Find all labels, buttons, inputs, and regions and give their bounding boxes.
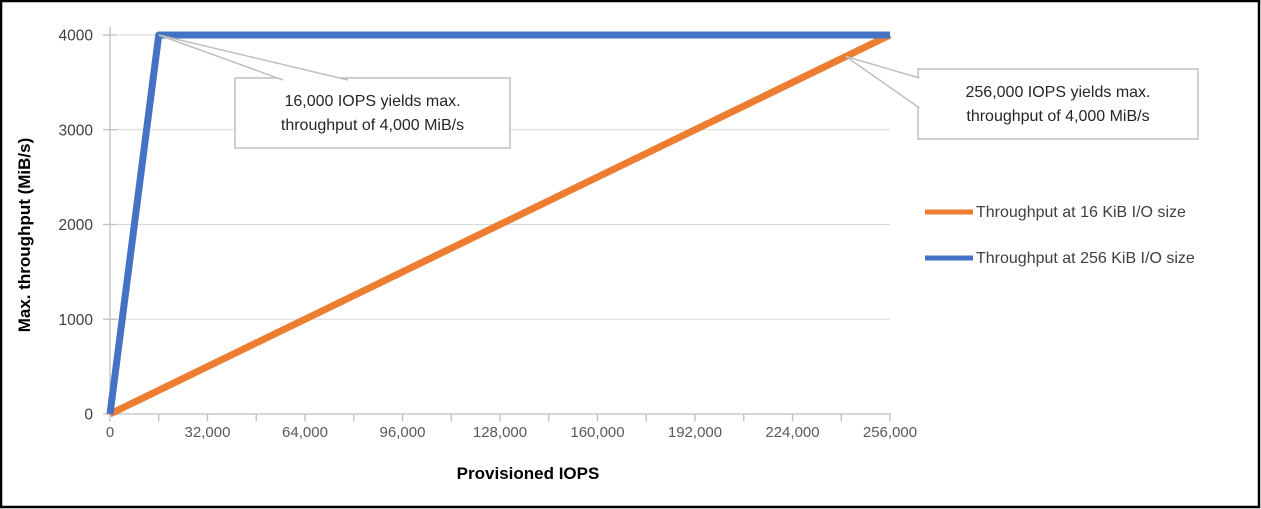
axes — [103, 27, 891, 422]
callout-text-16k-line2: throughput of 4,000 MiB/s — [281, 117, 464, 134]
y-tick-label: 4000 — [59, 28, 94, 45]
y-tick-label: 2000 — [59, 217, 94, 234]
y-tick-label: 3000 — [59, 122, 94, 139]
x-tick-label: 0 — [106, 424, 114, 441]
callout-pointer-outline — [158, 34, 349, 81]
x-tick-label: 96,000 — [380, 424, 426, 441]
callout-pointers — [158, 34, 920, 109]
x-tick-label: 32,000 — [185, 424, 231, 441]
legend: Throughput at 16 KiB I/O size Throughput… — [925, 204, 1195, 267]
annotation-callout-256k: 256,000 IOPS yields max. throughput of 4… — [917, 68, 1199, 140]
series-line — [108, 31, 892, 418]
callout-text-16k-line1: 16,000 IOPS yields max. — [284, 93, 460, 110]
x-tick-label: 128,000 — [473, 424, 527, 441]
callout-box-256k — [917, 68, 1199, 140]
callout-box-16k — [234, 77, 511, 149]
tick-labels: 0 32,000 64,000 96,000 128,000 160,000 192,000… — [59, 28, 918, 442]
legend-label-256kib: Throughput at 256 KiB I/O size — [976, 250, 1195, 267]
x-tick-label: 64,000 — [282, 424, 328, 441]
callout-text-256k-line1: 256,000 IOPS yields max. — [966, 84, 1151, 101]
x-tick-label: 192,000 — [668, 424, 722, 441]
x-tick-label: 256,000 — [863, 424, 917, 441]
x-axis-title: Provisioned IOPS — [457, 464, 600, 483]
legend-label-16kib: Throughput at 16 KiB I/O size — [976, 204, 1186, 221]
x-tick-label: 160,000 — [570, 424, 624, 441]
x-tick-label: 224,000 — [765, 424, 819, 441]
y-tick-label: 0 — [84, 407, 93, 424]
y-tick-label: 1000 — [59, 312, 94, 329]
y-axis-title: Max. throughput (MiB/s) — [15, 138, 34, 333]
callout-text-256k-line2: throughput of 4,000 MiB/s — [966, 108, 1149, 125]
callout-pointer-outline — [845, 55, 920, 109]
annotation-callout-16k: 16,000 IOPS yields max. throughput of 4,… — [234, 77, 511, 149]
